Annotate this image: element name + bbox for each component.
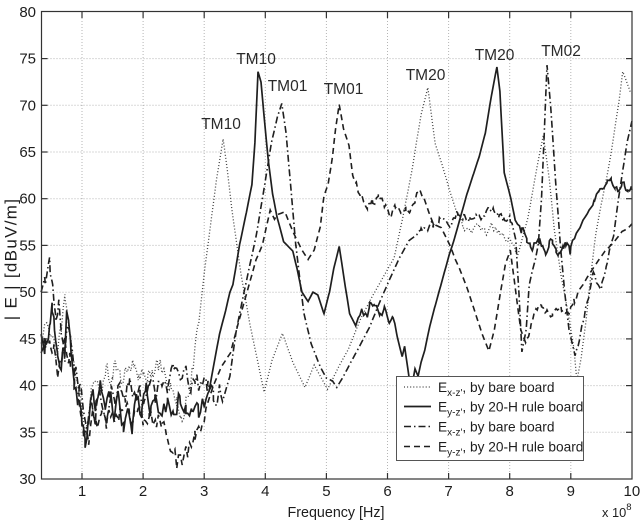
svg-text:60: 60 — [19, 191, 36, 208]
svg-text:4: 4 — [261, 483, 269, 500]
svg-text:6: 6 — [383, 483, 391, 500]
svg-text:9: 9 — [567, 483, 575, 500]
svg-text:1: 1 — [78, 483, 86, 500]
svg-text:7: 7 — [444, 483, 452, 500]
svg-text:65: 65 — [19, 144, 36, 161]
svg-text:8: 8 — [506, 483, 514, 500]
svg-text:2: 2 — [139, 483, 147, 500]
svg-text:5: 5 — [322, 483, 330, 500]
svg-text:TM01: TM01 — [324, 81, 364, 98]
svg-text:x 108: x 108 — [602, 502, 632, 520]
svg-text:TM02: TM02 — [541, 43, 581, 60]
svg-text:45: 45 — [19, 331, 36, 348]
svg-text:50: 50 — [19, 284, 36, 301]
svg-text:75: 75 — [19, 51, 36, 68]
svg-text:55: 55 — [19, 237, 36, 254]
svg-text:30: 30 — [19, 471, 36, 488]
svg-text:Ey-z', by 20-H rule board: Ey-z', by 20-H rule board — [438, 440, 583, 459]
svg-text:TM10: TM10 — [236, 51, 276, 68]
svg-text:40: 40 — [19, 378, 36, 395]
svg-text:TM01: TM01 — [268, 78, 308, 95]
svg-text:Ex-z', by bare board: Ex-z', by bare board — [438, 380, 554, 399]
svg-text:3: 3 — [200, 483, 208, 500]
svg-text:80: 80 — [19, 4, 36, 21]
svg-text:Ex-z', by bare board: Ex-z', by bare board — [438, 420, 554, 439]
svg-text:Ey-z', by 20-H rule board: Ey-z', by 20-H rule board — [438, 400, 583, 419]
svg-text:TM20: TM20 — [475, 47, 515, 64]
svg-text:TM10: TM10 — [201, 116, 241, 133]
svg-text:Frequency [Hz]: Frequency [Hz] — [288, 505, 385, 521]
svg-text:| E | [dBuV/m]: | E | [dBuV/m] — [2, 198, 21, 320]
svg-text:70: 70 — [19, 97, 36, 114]
svg-text:35: 35 — [19, 424, 36, 441]
svg-text:10: 10 — [624, 483, 641, 500]
svg-text:TM20: TM20 — [406, 67, 446, 84]
